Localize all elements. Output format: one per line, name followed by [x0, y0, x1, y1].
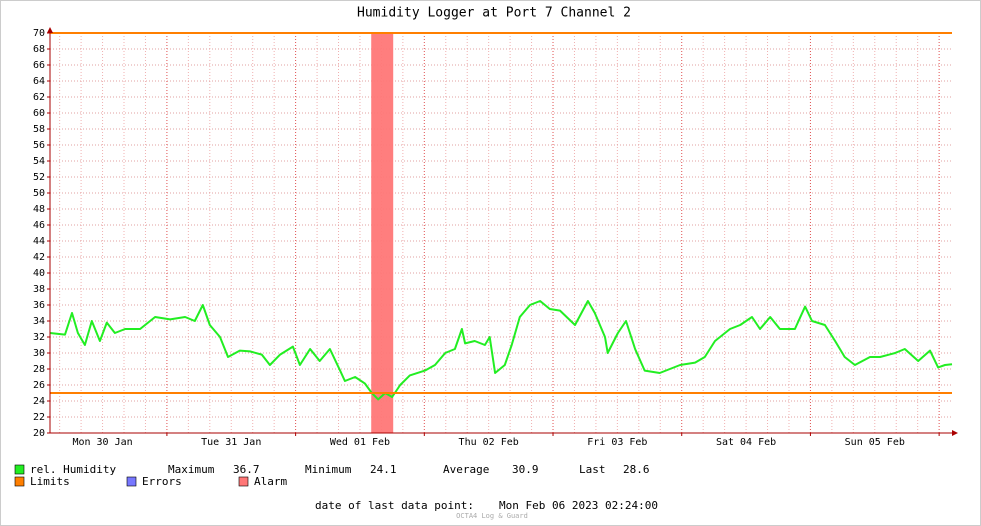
- y-tick-label: 34: [33, 316, 45, 327]
- x-tick-label: Wed 01 Feb: [330, 437, 390, 448]
- x-tick-label: Sat 04 Feb: [716, 437, 776, 448]
- alarm-band: [371, 33, 394, 433]
- y-tick-label: 20: [33, 428, 45, 439]
- stat-value: 28.6: [623, 463, 650, 476]
- y-tick-label: 50: [33, 188, 45, 199]
- y-tick-label: 42: [33, 252, 45, 263]
- legend-swatch: [238, 476, 249, 487]
- stat-label: Last: [579, 463, 606, 476]
- y-tick-label: 36: [33, 300, 45, 311]
- y-tick-label: 32: [33, 332, 45, 343]
- y-tick-label: 46: [33, 220, 45, 231]
- y-tick-label: 44: [33, 236, 45, 247]
- y-tick-label: 22: [33, 412, 45, 423]
- y-tick-label: 52: [33, 172, 45, 183]
- legend-label: Errors: [142, 475, 182, 488]
- y-tick-label: 60: [33, 108, 45, 119]
- legend-swatch: [14, 476, 25, 487]
- legend-label: Limits: [30, 475, 70, 488]
- stat-value: 36.7: [233, 463, 260, 476]
- stat-label: Maximum: [168, 463, 215, 476]
- x-tick-label: Tue 31 Jan: [201, 437, 261, 448]
- y-tick-label: 48: [33, 204, 45, 215]
- y-tick-label: 62: [33, 92, 45, 103]
- y-tick-label: 24: [33, 396, 45, 407]
- x-tick-label: Sun 05 Feb: [845, 437, 905, 448]
- watermark: OCTA4 Log & Guard: [456, 512, 528, 520]
- y-tick-label: 70: [33, 28, 45, 39]
- x-tick-label: Mon 30 Jan: [72, 437, 132, 448]
- stat-value: 24.1: [370, 463, 397, 476]
- y-tick-label: 40: [33, 268, 45, 279]
- y-tick-label: 38: [33, 284, 45, 295]
- plot: [49, 32, 953, 434]
- y-tick-label: 58: [33, 124, 45, 135]
- x-tick-label: Thu 02 Feb: [459, 437, 519, 448]
- y-tick-label: 56: [33, 140, 45, 151]
- legend-label: Alarm: [254, 475, 287, 488]
- legend-swatch: [126, 476, 137, 487]
- y-tick-label: 26: [33, 380, 45, 391]
- footer-label: date of last data point:: [315, 499, 474, 512]
- stat-label: Average: [443, 463, 489, 476]
- y-tick-label: 28: [33, 364, 45, 375]
- y-arrow: [47, 27, 53, 33]
- y-tick-label: 64: [33, 76, 45, 87]
- legend-swatch: [14, 464, 25, 475]
- y-tick-label: 66: [33, 60, 45, 71]
- legend-label: rel. Humidity: [30, 463, 116, 476]
- x-arrow: [952, 430, 958, 436]
- y-tick-label: 68: [33, 44, 45, 55]
- y-tick-label: 54: [33, 156, 45, 167]
- chart-title: Humidity Logger at Port 7 Channel 2: [357, 6, 631, 21]
- stat-label: Minimum: [305, 463, 352, 476]
- y-tick-label: 30: [33, 348, 45, 359]
- footer-value: Mon Feb 06 2023 02:24:00: [499, 499, 658, 512]
- x-tick-label: Fri 03 Feb: [587, 437, 647, 448]
- data-line: [49, 300, 953, 401]
- stat-value: 30.9: [512, 463, 539, 476]
